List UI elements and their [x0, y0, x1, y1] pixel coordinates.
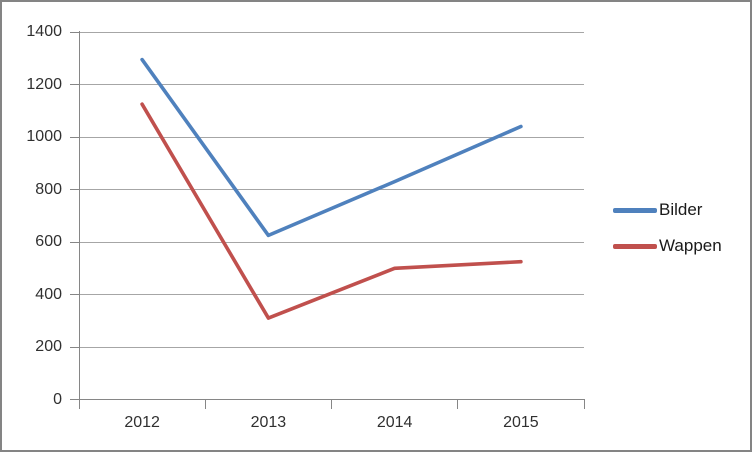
y-gridline [79, 346, 584, 348]
x-axis-tick [583, 399, 585, 409]
y-axis-tick-label: 1400 [26, 23, 62, 40]
y-gridline [79, 241, 584, 243]
x-axis-tick-label: 2015 [503, 414, 539, 431]
legend-item-wappen[interactable]: Wappen [613, 234, 722, 258]
y-axis-tick [70, 84, 79, 85]
x-axis-tick-label: 2012 [124, 414, 160, 431]
legend-line-swatch [613, 243, 657, 249]
x-axis-tick [204, 399, 206, 409]
y-axis-tick-label: 1000 [26, 128, 62, 145]
y-axis-tick [70, 31, 79, 33]
y-axis-tick-label: 1200 [26, 75, 62, 93]
y-gridline [79, 31, 584, 33]
y-axis-tick-label: 200 [35, 338, 62, 355]
series-line-wappen[interactable] [140, 102, 523, 320]
legend-line-swatch [613, 207, 657, 213]
x-axis-tick [78, 399, 80, 409]
y-axis-tick-label: 600 [35, 233, 62, 250]
y-gridline [79, 84, 584, 85]
legend: Bilder Wappen [613, 198, 722, 270]
y-axis-tick-label: 400 [35, 285, 62, 303]
y-axis-tick [70, 189, 79, 190]
y-axis-tick [70, 136, 79, 138]
y-axis-tick [70, 346, 79, 348]
x-axis-tick-label: 2013 [250, 414, 287, 431]
x-axis-tick-label: 2014 [376, 414, 413, 431]
y-axis-tick-label: 800 [35, 180, 62, 198]
y-axis-tick [70, 294, 79, 295]
y-gridline [79, 189, 584, 190]
legend-item-bilder[interactable]: Bilder [613, 198, 722, 222]
legend-label: Bilder [659, 200, 703, 219]
x-axis-tick [457, 399, 459, 409]
y-axis-tick-label: 0 [53, 390, 62, 408]
y-axis-line [78, 31, 80, 400]
series-line-bilder[interactable] [140, 57, 523, 238]
x-axis-line [79, 399, 585, 400]
y-axis-tick [70, 399, 79, 400]
x-axis-tick [331, 399, 332, 409]
y-gridline [79, 136, 584, 138]
y-axis-tick [70, 241, 79, 243]
legend-label: Wappen [659, 236, 722, 255]
